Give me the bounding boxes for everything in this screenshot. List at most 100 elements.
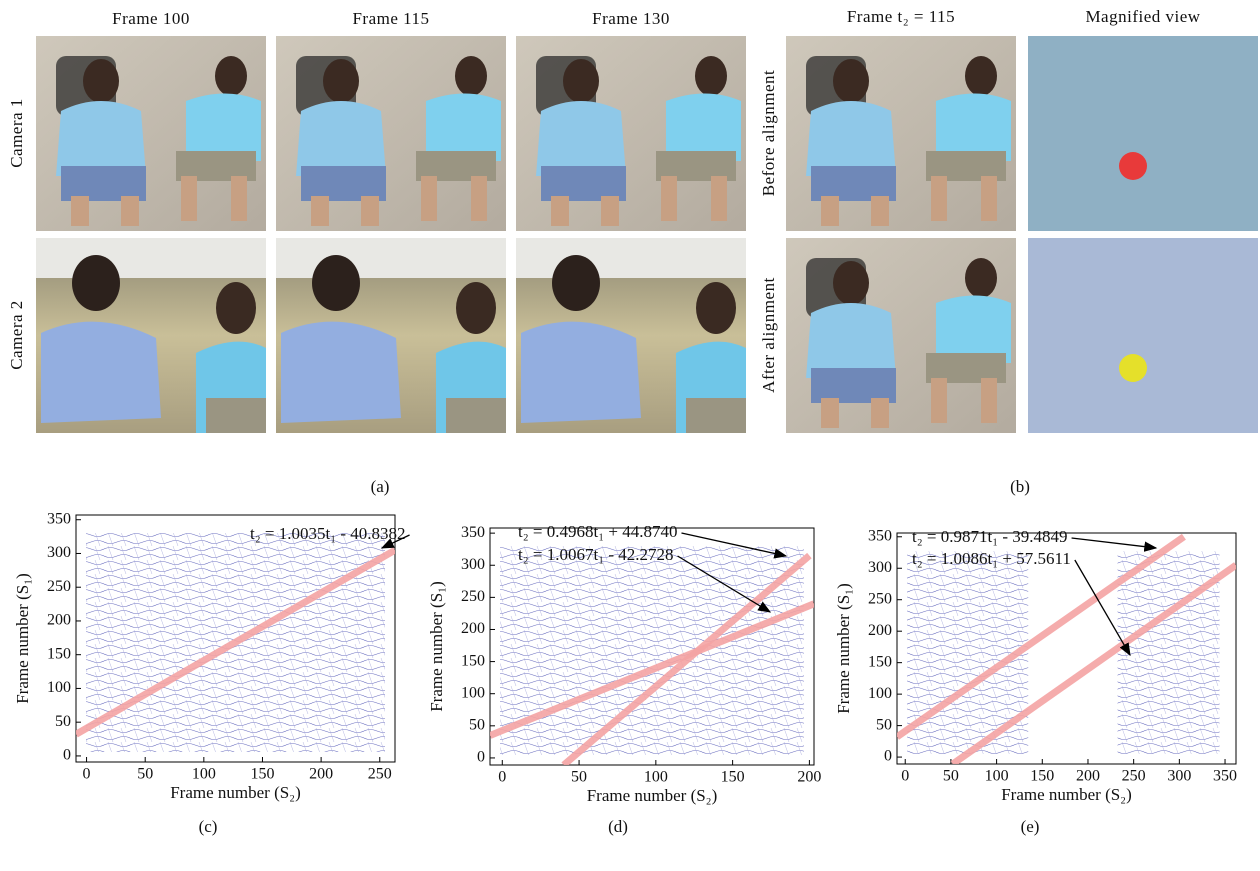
x-tick-label: 0 (498, 769, 506, 786)
ball (1119, 354, 1147, 382)
y-tick-label: 100 (868, 685, 892, 702)
caption: (a) (371, 477, 390, 496)
row-label: Before alignment (759, 70, 778, 197)
x-tick-label: 50 (571, 769, 587, 786)
match-texture (1117, 551, 1220, 754)
y-axis-label: Frame number (S₁) (834, 583, 853, 714)
annotation: t₂ = 0.9871t₁ - 39.4849 (912, 527, 1068, 546)
y-tick-label: 250 (47, 578, 71, 595)
x-axis-label: Frame number (S₂) (587, 786, 718, 805)
annotation-arrow (380, 534, 410, 549)
y-axis-label: Frame number (S₁) (13, 573, 32, 704)
plot-frame (896, 532, 1237, 765)
row-label: Camera 1 (7, 98, 26, 168)
y-tick-label: 200 (868, 622, 892, 639)
caption: (d) (608, 817, 628, 836)
row-label: Camera 2 (7, 300, 26, 370)
annotation: t₂ = 1.0086t₁ + 57.5611 (912, 549, 1071, 568)
chart: 0 50 100 150 200 0 50 100 150 200 250 300 350 t₂ = 0.… (427, 522, 821, 836)
y-tick-label: 250 (868, 590, 892, 607)
y-tick-label: 100 (47, 679, 71, 696)
match-texture (907, 551, 1029, 754)
x-tick-label: 150 (1030, 768, 1054, 785)
x-axis-label: Frame number (S₂) (170, 783, 301, 802)
fit-line (76, 547, 395, 738)
y-tick-label: 100 (461, 684, 485, 701)
fit-line (490, 600, 814, 739)
x-tick-label: 0 (901, 768, 909, 785)
video-frame (516, 36, 746, 231)
y-tick-label: 50 (876, 716, 892, 733)
column-header: Frame 115 (352, 9, 429, 28)
x-tick-label: 50 (943, 768, 959, 785)
ball (1119, 152, 1147, 180)
y-tick-label: 0 (884, 748, 892, 765)
plot-frame (75, 514, 396, 763)
y-tick-label: 50 (469, 716, 485, 733)
x-tick-label: 150 (721, 769, 745, 786)
x-tick-label: 100 (192, 766, 216, 783)
fit-line (950, 562, 1236, 764)
x-axis-label: Frame number (S₂) (1001, 785, 1132, 804)
video-frame (276, 36, 506, 231)
x-tick-label: 200 (1076, 768, 1100, 785)
y-tick-label: 150 (47, 645, 71, 662)
row-label: After alignment (759, 277, 778, 393)
fit-line (897, 533, 1186, 740)
x-tick-label: 150 (250, 766, 274, 783)
y-tick-label: 50 (55, 713, 71, 730)
column-header: Magnified view (1085, 7, 1200, 26)
y-tick-label: 150 (868, 653, 892, 670)
x-tick-label: 300 (1167, 768, 1191, 785)
x-tick-label: 250 (1122, 768, 1146, 785)
annotation-arrow (1071, 537, 1158, 552)
aligned-frame (786, 238, 1016, 433)
x-tick-label: 50 (137, 766, 153, 783)
annotation: t₂ = 0.4968t₁ + 44.8740 (518, 522, 677, 541)
chart: 0 50 100 150 200 250 0 50 100 150 200 250 300 350 t₂ =… (13, 510, 410, 836)
y-tick-label: 300 (47, 544, 71, 561)
caption: (b) (1010, 477, 1030, 496)
column-header: Frame 130 (592, 9, 670, 28)
caption: (e) (1021, 817, 1040, 836)
x-tick-label: 250 (368, 766, 392, 783)
y-tick-label: 300 (461, 556, 485, 573)
fit-line (561, 552, 812, 765)
x-tick-label: 100 (644, 769, 668, 786)
y-tick-label: 250 (461, 588, 485, 605)
y-tick-label: 350 (461, 524, 485, 541)
video-frame (516, 238, 746, 433)
panel-b: Frame t₂ = 115 Magnified view Before align… (759, 7, 1258, 496)
match-texture (500, 546, 804, 755)
caption: (c) (199, 817, 218, 836)
video-frame (36, 238, 266, 433)
annotation: t₂ = 1.0035t₁ - 40.8382 (250, 524, 406, 543)
magnified-frame (1028, 238, 1258, 433)
annotation: t₂ = 1.0067t₁ - 42.2728 (518, 545, 674, 564)
y-tick-label: 0 (63, 747, 71, 764)
video-frame (36, 36, 266, 231)
y-tick-label: 150 (461, 652, 485, 669)
y-tick-label: 350 (47, 510, 71, 527)
magnified-frame (1028, 36, 1258, 231)
x-tick-label: 350 (1213, 768, 1237, 785)
annotation-arrow (681, 532, 788, 559)
y-tick-label: 200 (461, 620, 485, 637)
plot-frame (489, 527, 815, 766)
charts: 0 50 100 150 200 250 0 50 100 150 200 250 300 350 t₂ =… (13, 510, 1237, 836)
y-tick-label: 300 (868, 559, 892, 576)
column-header: Frame t₂ = 115 (847, 7, 955, 26)
y-axis-label: Frame number (S₁) (427, 581, 446, 712)
panel-a: Frame 100 Frame 115 Frame 130 Camera 1 Camer… (7, 9, 746, 496)
y-tick-label: 200 (47, 612, 71, 629)
x-tick-label: 200 (797, 769, 821, 786)
annotation-arrow (677, 555, 772, 613)
x-tick-label: 200 (309, 766, 333, 783)
x-tick-label: 0 (83, 766, 91, 783)
y-tick-label: 0 (477, 749, 485, 766)
annotation-arrow (1074, 559, 1131, 657)
chart: 0 50 100 150 200 250 300 350 0 50 100 150 200 250 300 3… (834, 527, 1237, 836)
video-frame (276, 238, 506, 433)
